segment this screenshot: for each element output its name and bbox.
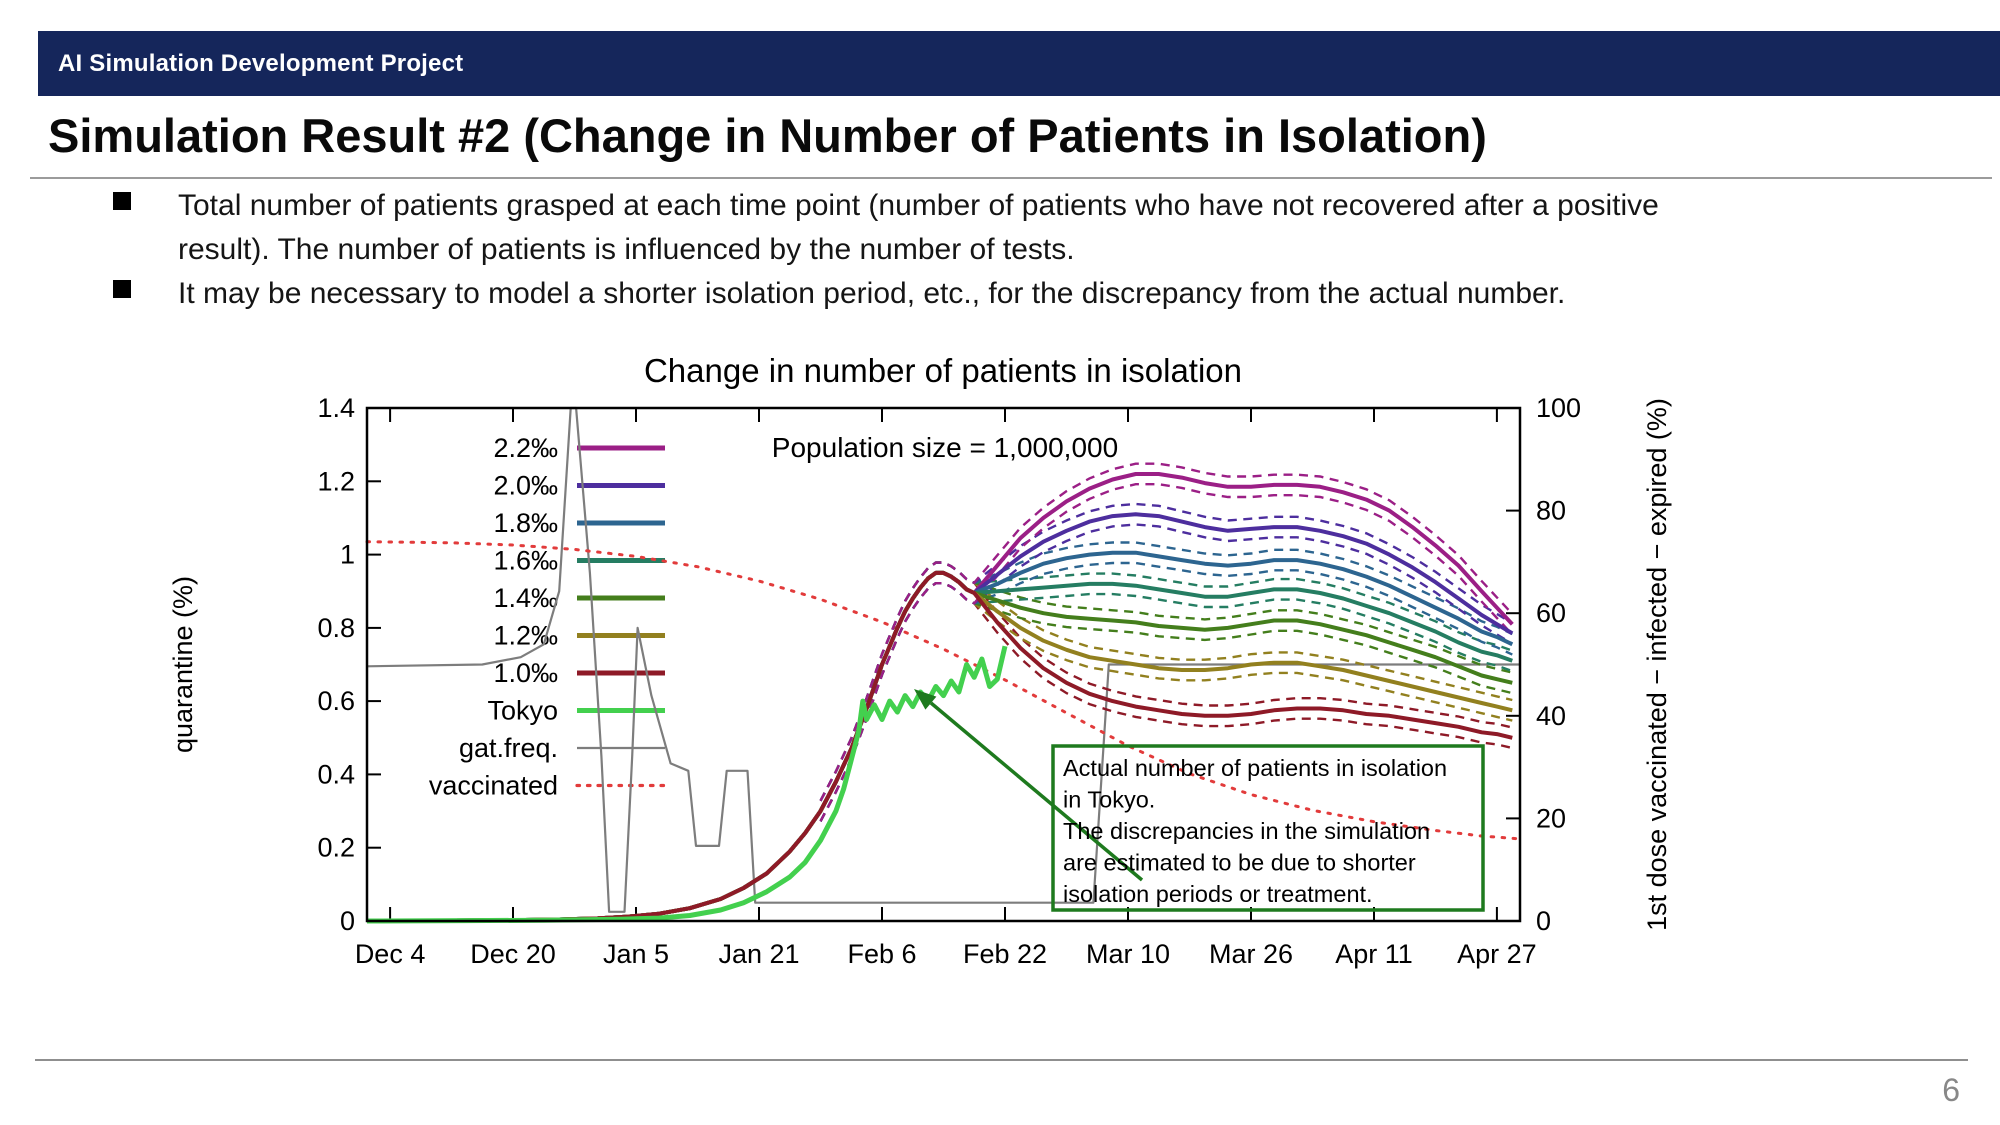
bullet-text-1: Total number of patients grasped at each…	[178, 189, 1659, 266]
svg-text:20: 20	[1536, 803, 1566, 833]
series-vaccinated	[365, 540, 1522, 841]
series-gat-freq	[366, 406, 1520, 913]
svg-text:80: 80	[1536, 496, 1566, 526]
svg-text:2.0‰: 2.0‰	[493, 471, 558, 501]
left-axis-label: quarantine (%)	[168, 576, 198, 753]
svg-text:1: 1	[340, 540, 355, 570]
svg-text:gat.freq.: gat.freq.	[459, 733, 558, 763]
series-1.0‰	[366, 570, 1513, 923]
svg-text:1.8‰: 1.8‰	[493, 508, 558, 538]
simulation-curves	[366, 472, 1514, 923]
svg-text:2.2‰: 2.2‰	[493, 433, 558, 463]
svg-text:Mar 10: Mar 10	[1086, 939, 1170, 969]
svg-text:1.0‰: 1.0‰	[493, 658, 558, 688]
bullet-marker-icon	[113, 192, 131, 210]
legend: 2.2‰2.0‰1.8‰1.6‰1.4‰1.2‰1.0‰Tokyogat.fre…	[429, 433, 667, 801]
svg-text:Feb 6: Feb 6	[847, 939, 916, 969]
svg-text:0.8: 0.8	[317, 613, 355, 643]
svg-text:100: 100	[1536, 393, 1581, 423]
svg-text:0.6: 0.6	[317, 686, 355, 716]
axis-ticks: Dec 4 Dec 20 Jan 5 Jan 21 Feb 6 Feb 22 Mar 10 M…	[317, 393, 1581, 969]
svg-text:Dec 4: Dec 4	[355, 939, 426, 969]
isolation-chart: Change in number of patients in isolatio…	[150, 330, 1850, 990]
annotation-text: Actual number of patients in isolation in…	[1063, 755, 1447, 907]
svg-text:Apr 27: Apr 27	[1457, 939, 1537, 969]
svg-text:1.2: 1.2	[317, 466, 355, 496]
bullet-text-2: It may be necessary to model a shorter i…	[178, 277, 1566, 310]
right-axis-label: 1st dose vaccinated − infected − expired…	[1642, 398, 1672, 931]
svg-text:Dec 20: Dec 20	[470, 939, 556, 969]
project-label: AI Simulation Development Project	[58, 49, 464, 77]
footer-divider	[35, 1059, 1968, 1061]
svg-text:Tokyo: Tokyo	[487, 696, 558, 726]
plot-border	[365, 406, 1522, 923]
svg-text:Feb 22: Feb 22	[963, 939, 1047, 969]
annotation-box	[1051, 744, 1485, 912]
svg-text:Mar 26: Mar 26	[1209, 939, 1293, 969]
page-title: Simulation Result #2 (Change in Number o…	[48, 109, 1487, 162]
bullet-marker-icon	[113, 280, 131, 298]
chart-svg: Change in number of patients in isolatio…	[168, 352, 1672, 969]
svg-text:40: 40	[1536, 701, 1566, 731]
bullet-item-1: Total number of patients grasped at each…	[113, 184, 1898, 272]
svg-text:in Tokyo.: in Tokyo.	[1063, 787, 1155, 813]
svg-text:0: 0	[340, 906, 355, 936]
svg-text:isolation periods or treatment: isolation periods or treatment.	[1063, 881, 1373, 907]
svg-text:vaccinated: vaccinated	[429, 771, 558, 801]
svg-text:Jan 5: Jan 5	[603, 939, 669, 969]
title-divider	[30, 177, 1992, 179]
svg-text:0.4: 0.4	[317, 759, 355, 789]
annotation-arrow	[914, 689, 1144, 882]
svg-text:Jan 21: Jan 21	[718, 939, 799, 969]
svg-text:are estimated to be due to sho: are estimated to be due to shorter	[1063, 850, 1416, 876]
svg-text:0.2: 0.2	[317, 833, 355, 863]
svg-text:The discrepancies in the simul: The discrepancies in the simulation	[1063, 818, 1430, 844]
header-bar: AI Simulation Development Project	[38, 31, 2000, 96]
page-number: 6	[1942, 1072, 1960, 1108]
chart-title: Change in number of patients in isolatio…	[644, 352, 1242, 389]
confidence-bands	[819, 462, 1514, 822]
svg-text:0: 0	[1536, 906, 1551, 936]
bullet-item-2: It may be necessary to model a shorter i…	[113, 272, 1898, 316]
svg-text:Actual number of patients in i: Actual number of patients in isolation	[1063, 755, 1447, 781]
svg-text:1.4‰: 1.4‰	[493, 583, 558, 613]
chart-subtitle: Population size = 1,000,000	[772, 432, 1118, 463]
svg-text:1.4: 1.4	[317, 393, 355, 423]
svg-text:60: 60	[1536, 598, 1566, 628]
series-tokyo	[366, 645, 1008, 924]
svg-text:1.6‰: 1.6‰	[493, 546, 558, 576]
svg-text:Apr 11: Apr 11	[1335, 939, 1413, 969]
